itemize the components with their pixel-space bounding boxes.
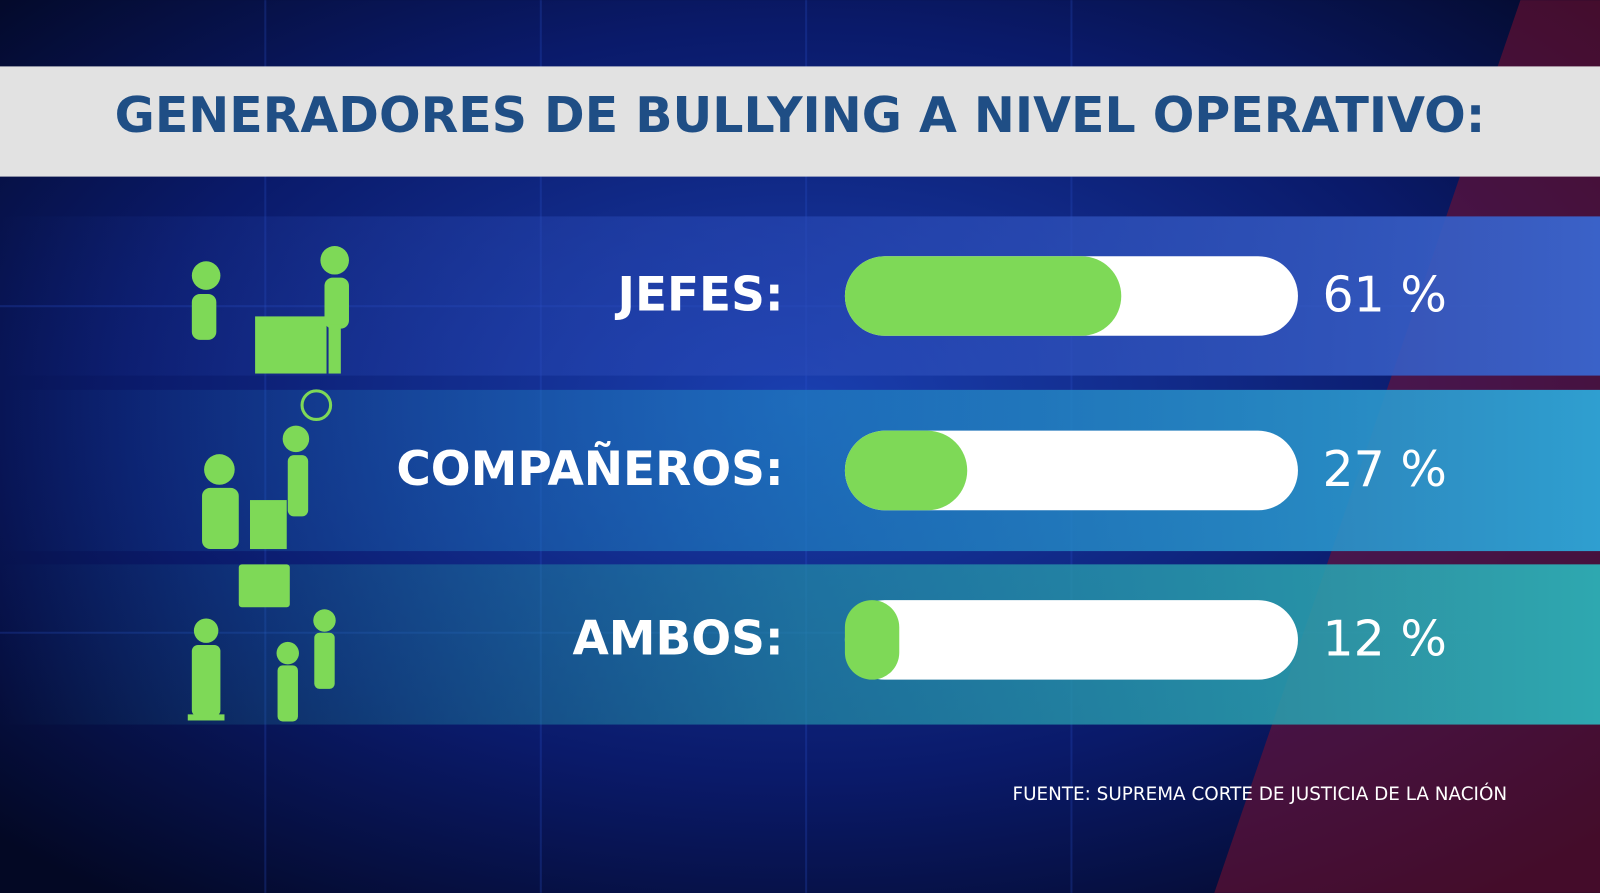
category-label: COMPAÑEROS:	[396, 442, 783, 497]
value-label: 61 %	[1322, 267, 1446, 324]
category-label: JEFES:	[614, 268, 783, 323]
value-label: 12 %	[1322, 610, 1446, 667]
icon-both	[187, 564, 336, 722]
category-label: AMBOS:	[572, 611, 783, 666]
icon-boss	[191, 245, 349, 374]
bar	[844, 430, 968, 511]
value-label: 27 %	[1322, 441, 1446, 498]
icon-coworkers	[202, 389, 333, 550]
bar-track	[844, 600, 1298, 680]
bar	[844, 256, 1122, 336]
source-note: FUENTE: SUPREMA CORTE DE JUSTICIA DE LA …	[1013, 783, 1508, 805]
title-bar	[0, 66, 1600, 177]
chart-title: GENERADORES DE BULLYING A NIVEL OPERATIV…	[115, 87, 1486, 144]
bar	[844, 600, 900, 680]
